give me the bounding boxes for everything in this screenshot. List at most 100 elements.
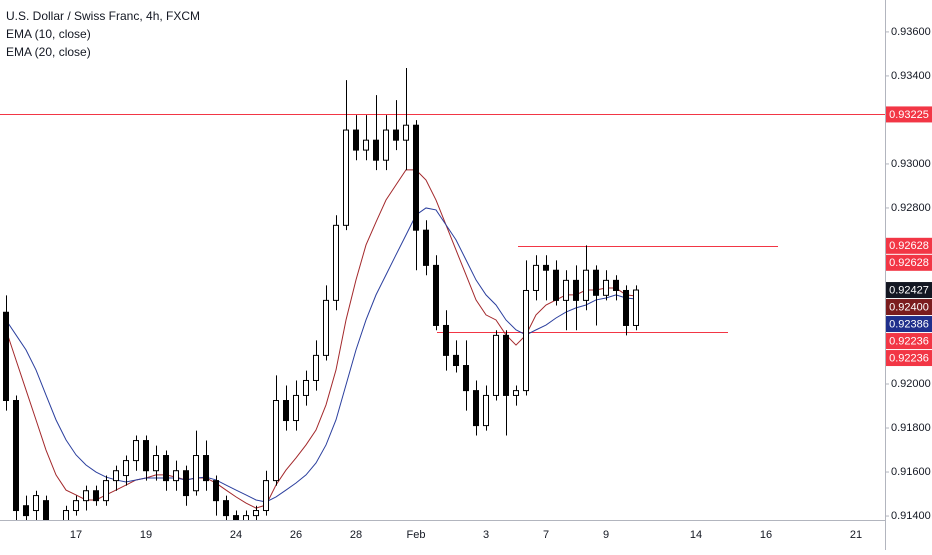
price-tag-label: 0.92386 xyxy=(889,318,929,330)
price-tag xyxy=(886,333,932,350)
price-tag xyxy=(886,237,932,254)
candle-body xyxy=(283,400,289,422)
candle-body xyxy=(523,289,529,392)
ema-line xyxy=(5,169,637,509)
candle-body xyxy=(583,269,589,301)
candle-body xyxy=(83,490,89,502)
price-tag xyxy=(886,299,932,316)
price-tag xyxy=(886,316,932,333)
candle-body xyxy=(413,124,419,231)
candle-body xyxy=(273,400,279,482)
legend-entry: EMA (10, close) xyxy=(6,27,91,41)
price-tag xyxy=(886,254,932,271)
y-tick-label: 0.93000 xyxy=(891,158,931,170)
y-tick-label: 0.93400 xyxy=(891,70,931,82)
y-tick-label: 0.92000 xyxy=(891,378,931,390)
candle-body xyxy=(93,490,99,502)
candle-body xyxy=(13,400,19,512)
x-tick-label: 28 xyxy=(350,529,362,541)
candle-body xyxy=(163,455,169,482)
candle-body xyxy=(423,229,429,266)
candle-body xyxy=(473,390,479,427)
candle-body xyxy=(73,500,79,512)
candle-body xyxy=(493,334,499,396)
x-tick-label: 3 xyxy=(483,529,489,541)
candle-body xyxy=(293,394,299,422)
candle-body xyxy=(373,139,379,161)
candle-body xyxy=(143,440,149,472)
price-tag xyxy=(886,282,932,299)
candle-body xyxy=(233,515,239,520)
candle-body xyxy=(253,510,259,517)
candle-body xyxy=(303,379,309,396)
candle-body xyxy=(113,470,119,482)
candle-body xyxy=(353,129,359,151)
candle-body xyxy=(313,354,319,381)
candle-body xyxy=(593,269,599,296)
candle-body xyxy=(633,289,639,326)
legend-entry: EMA (20, close) xyxy=(6,45,91,59)
candle-body xyxy=(123,460,129,477)
candle-body xyxy=(563,279,569,301)
candle-body xyxy=(343,129,349,226)
candle-body xyxy=(443,324,449,356)
candle-body xyxy=(63,510,69,520)
candle-body xyxy=(33,495,39,512)
candle-body xyxy=(553,269,559,301)
candle-body xyxy=(363,139,369,151)
candle-body xyxy=(433,264,439,326)
candle-body xyxy=(333,224,339,301)
candle-body xyxy=(153,455,159,472)
candle-body xyxy=(213,480,219,502)
plot-area xyxy=(0,67,885,520)
candle-body xyxy=(463,365,469,392)
candle-body xyxy=(23,505,29,517)
candle-body xyxy=(223,500,229,517)
candle-body xyxy=(533,264,539,291)
y-tick-label: 0.91800 xyxy=(891,422,931,434)
x-tick-label: 14 xyxy=(690,529,702,541)
x-tick-label: 9 xyxy=(603,529,609,541)
price-tag-label: 0.92236 xyxy=(889,335,929,347)
price-tag-label: 0.92628 xyxy=(889,240,929,252)
price-tag-label: 0.92427 xyxy=(889,284,929,296)
x-tick-label: 24 xyxy=(230,529,242,541)
candle-body xyxy=(173,470,179,482)
chart-title: U.S. Dollar / Swiss Franc, 4h, FXCM xyxy=(6,9,200,23)
y-tick-label: 0.92800 xyxy=(891,202,931,214)
candle-body xyxy=(623,289,629,326)
candle-body xyxy=(393,129,399,141)
candle-body xyxy=(483,394,489,427)
candle-body xyxy=(133,440,139,462)
price-tag-label: 0.92628 xyxy=(889,257,929,269)
price-tag xyxy=(886,350,932,367)
candle-body xyxy=(103,480,109,502)
x-tick-label: 17 xyxy=(70,529,82,541)
candle-body xyxy=(203,455,209,482)
candle-body xyxy=(573,279,579,301)
candle-body xyxy=(263,480,269,512)
candle-body xyxy=(243,515,249,520)
price-tag-label: 0.92400 xyxy=(889,301,929,313)
candle-body xyxy=(503,334,509,396)
candle-body xyxy=(183,470,189,497)
candle-body xyxy=(453,354,459,367)
candle-body xyxy=(403,124,409,141)
candle-body xyxy=(383,129,389,161)
x-tick-label: Feb xyxy=(407,529,426,541)
x-tick-label: 21 xyxy=(850,529,862,541)
y-tick-label: 0.91600 xyxy=(891,466,931,478)
x-tick-label: 19 xyxy=(140,529,152,541)
price-tag-label: 0.93225 xyxy=(889,109,929,121)
candle-body xyxy=(613,279,619,291)
candle-body xyxy=(43,500,49,520)
legend: U.S. Dollar / Swiss Franc, 4h, FXCM EMA … xyxy=(6,9,200,59)
x-tick-label: 16 xyxy=(760,529,772,541)
y-tick-label: 0.93600 xyxy=(891,26,931,38)
candle-body xyxy=(513,390,519,396)
x-tick-label: 26 xyxy=(290,529,302,541)
candle-body xyxy=(193,455,199,492)
candle-body xyxy=(603,279,609,296)
